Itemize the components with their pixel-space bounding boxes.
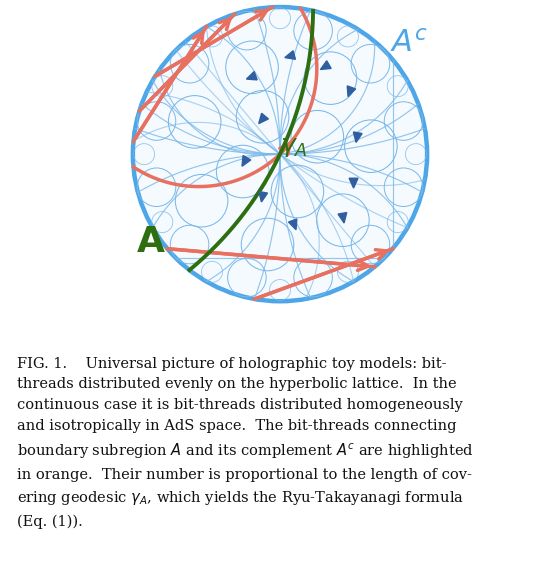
Polygon shape <box>347 86 356 97</box>
Polygon shape <box>288 219 297 230</box>
Polygon shape <box>242 155 251 166</box>
Polygon shape <box>320 61 331 69</box>
Polygon shape <box>338 212 347 223</box>
Polygon shape <box>285 51 296 59</box>
Polygon shape <box>349 178 358 188</box>
Text: $\gamma_A$: $\gamma_A$ <box>280 135 308 159</box>
Polygon shape <box>259 192 268 202</box>
Text: $A^c$: $A^c$ <box>390 29 428 58</box>
Polygon shape <box>246 72 257 80</box>
Circle shape <box>133 7 427 301</box>
Text: $\mathbf{A}$: $\mathbf{A}$ <box>136 225 165 259</box>
Text: FIG. 1.    Universal picture of holographic toy models: bit-
threads distributed: FIG. 1. Universal picture of holographic… <box>17 357 474 528</box>
Polygon shape <box>353 132 362 142</box>
Polygon shape <box>259 113 268 124</box>
